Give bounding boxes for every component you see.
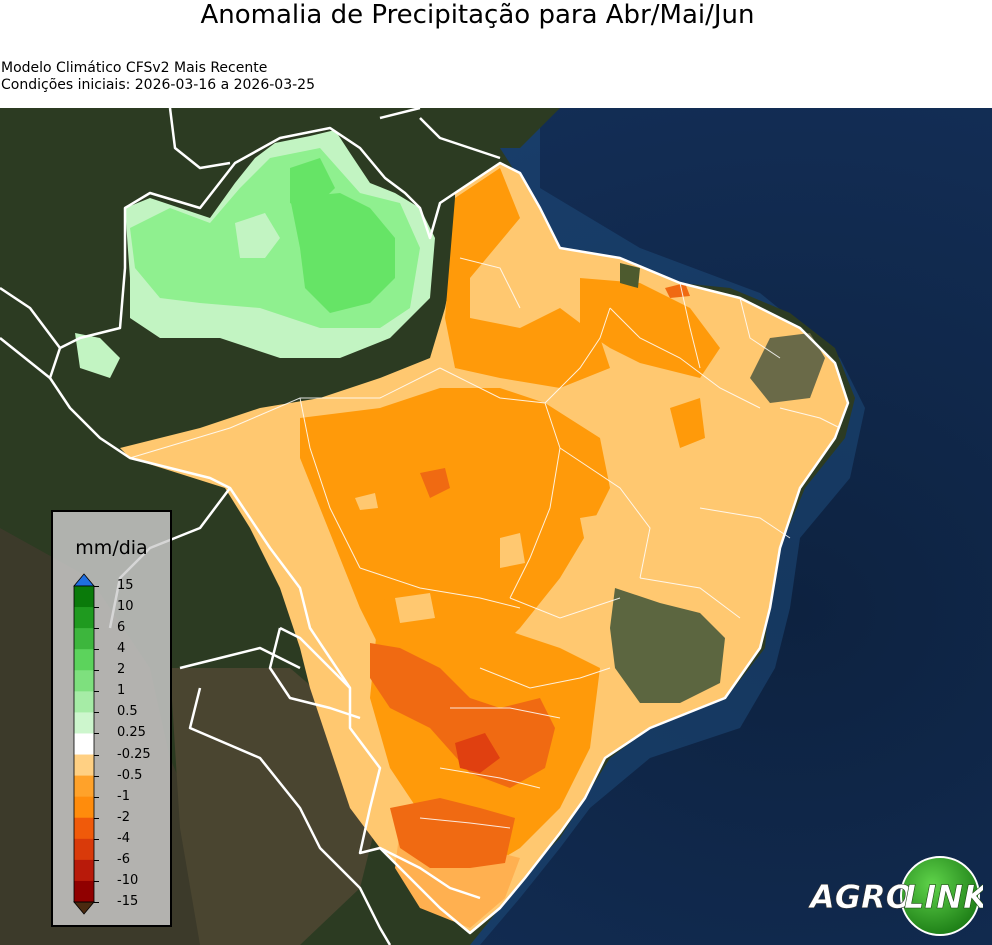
paraguay-border (268, 626, 361, 720)
colorbar-tick-label: 0.25 (117, 725, 146, 741)
colorbar-segment (74, 607, 94, 629)
colorbar-tick-mark (94, 817, 99, 819)
colorbar-tick-mark (94, 628, 99, 630)
anomaly-patch-pale-4 (395, 593, 435, 623)
colorbar-tick-mark (94, 586, 99, 587)
precipitation-anomaly-map (0, 108, 992, 945)
anomaly-zone-red-coast (665, 283, 690, 298)
anomaly-zone-red (455, 733, 500, 773)
political-borders (0, 108, 850, 945)
colorbar-tick-label: -0.25 (117, 746, 151, 762)
colorbar-tick-mark (94, 691, 99, 693)
anomaly-zone-orange-central (300, 388, 610, 698)
model-subtitle: Modelo Climático CFSv2 Mais Recente (1, 60, 268, 76)
anomaly-zone-red-small (420, 468, 450, 498)
colorbar-tick-mark (94, 649, 99, 651)
colorbar-tick-label: -15 (117, 894, 139, 909)
colorbar-tick-label: -1 (117, 788, 130, 804)
colorbar-outline (73, 585, 95, 903)
colorbar (73, 573, 95, 915)
colorbar-tick-label: -0.5 (117, 767, 143, 783)
colorbar-segment (74, 817, 94, 840)
uruguay-border (379, 846, 481, 900)
colorbar-segment (74, 775, 94, 798)
colorbar-segment (74, 859, 94, 882)
map-title: Anomalia de Precipitação para Abr/Mai/Ju… (200, 0, 755, 30)
anomaly-patch-pale-1 (355, 493, 378, 510)
anomaly-patch-pale-2 (580, 513, 612, 543)
colorbar-tick-label: 10 (117, 599, 134, 615)
colorbar-tick-label: -6 (117, 851, 130, 867)
colorbar-tick-mark (94, 712, 99, 714)
colorbar-segment (74, 586, 94, 608)
initial-conditions-subtitle: Condições iniciais: 2026-03-16 a 2026-03… (1, 77, 315, 93)
anomaly-zone-pale-green-center (235, 213, 280, 258)
colorbar-tick-mark (94, 880, 99, 882)
colorbar-tick-label: 4 (117, 641, 126, 657)
colorbar-tick-label: 2 (117, 662, 126, 678)
colorbar-extend-max (73, 573, 95, 587)
no-signal-region-minas (610, 588, 725, 703)
colorbar-tick-mark (94, 775, 99, 777)
colorbar-tick-mark (94, 754, 99, 756)
colorbar-tick-label: -10 (117, 872, 139, 888)
no-signal-region-maranhao (620, 263, 640, 288)
colorbar-tick-mark (94, 902, 99, 903)
colorbar-segment (74, 754, 94, 777)
colorbar-tick-mark (94, 733, 99, 735)
colorbar-legend: mm/dia 15 10 6 4 2 1 0.5 0.25 -0.25 -0.5 -1 -2 -4 -6 -… (51, 510, 172, 927)
anomaly-zone-orange-east (670, 398, 705, 448)
colorbar-tick-label: -2 (117, 809, 130, 825)
colorbar-segment (74, 628, 94, 650)
state-borders (129, 257, 841, 829)
colorbar-tick-mark (94, 607, 99, 609)
colorbar-tick-label: -4 (117, 830, 130, 846)
brazil-border (48, 126, 850, 935)
guianas-border (379, 108, 501, 160)
anomaly-zone-orange-northeast (580, 278, 720, 378)
anomaly-zone-orange-north (445, 168, 610, 388)
colorbar-extend-min (73, 901, 95, 915)
anomaly-zone-red-orange-2 (390, 798, 515, 868)
colorbar-segment (74, 649, 94, 671)
colorbar-tick-label: 6 (117, 620, 126, 636)
anomaly-patch-pale-3 (500, 533, 525, 568)
anomaly-zone-red-orange-1 (370, 643, 555, 788)
anomaly-zone-light-green-west (75, 333, 120, 378)
peru-border (0, 286, 61, 379)
colorbar-tick-mark (94, 796, 99, 798)
colorbar-segment (74, 670, 94, 692)
anomaly-zone-green-3 (290, 158, 335, 213)
colorbar-tick-mark (94, 838, 99, 840)
legend-unit-label: mm/dia (75, 537, 148, 559)
colorbar-tick-label: 0.5 (117, 704, 138, 720)
logo-globe (900, 856, 980, 936)
venezuela-border (168, 108, 231, 170)
anomaly-zone-green-2 (290, 193, 395, 313)
colorbar-segment (74, 796, 94, 819)
colorbar-segment (74, 733, 94, 756)
logo-word-agro: AGRO (808, 878, 913, 916)
colorbar-segment (74, 838, 94, 861)
colorbar-tick-mark (94, 670, 99, 672)
colorbar-tick-mark (94, 859, 99, 861)
colorbar-segment (74, 691, 94, 713)
agrolink-logo: AGRO LINK (808, 856, 983, 936)
colorbar-segment (74, 880, 94, 903)
logo-word-link: LINK (904, 878, 983, 916)
argentina-border (188, 687, 392, 945)
colorbar-tick-label: 15 (117, 578, 134, 593)
colorbar-tick-label: 1 (117, 683, 126, 699)
colorbar-segment (74, 712, 94, 734)
